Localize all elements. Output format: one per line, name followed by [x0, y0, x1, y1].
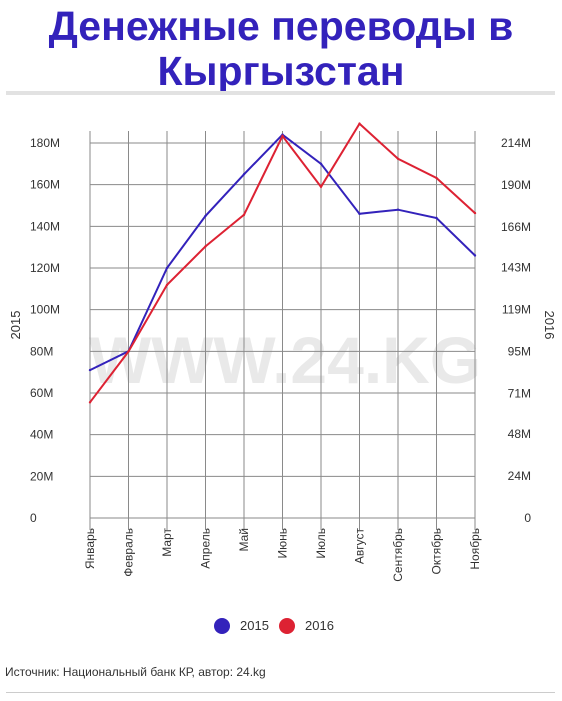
- y-left-tick-label: 180M: [30, 136, 60, 150]
- data-point-2016: [358, 122, 361, 125]
- x-tick-label: Июнь: [276, 528, 290, 559]
- y-right-tick-label: 143M: [501, 260, 531, 274]
- data-point-2016: [204, 245, 207, 248]
- y-right-tick-label: 0: [524, 511, 531, 525]
- data-point-2015: [242, 173, 246, 176]
- y-left-tick-label: 20M: [30, 469, 53, 483]
- chart-series: [88, 122, 477, 404]
- y-left-tick-label: 40M: [30, 428, 53, 442]
- data-point-2016: [242, 213, 246, 217]
- y-left-tick-label: 60M: [30, 386, 53, 400]
- watermark-text: WWW.24.KG: [89, 323, 481, 397]
- watermark: WWW.24.KG: [89, 323, 481, 397]
- data-point-2016: [435, 176, 438, 180]
- data-point-2016: [319, 185, 323, 189]
- line-chart: WWW.24.KG 0 20M 40M 60M 80M 100M 120M 140M 160M 1…: [8, 122, 557, 634]
- y-right-tick-label: 71M: [508, 387, 531, 401]
- y-left-tick-label: 160M: [30, 178, 60, 192]
- y-left-tick-label: 0: [30, 511, 37, 525]
- chart-title: Денежные переводы в Кыргызстан: [0, 4, 562, 94]
- data-point-2016: [88, 401, 92, 404]
- y-left-tick-label: 120M: [30, 261, 60, 275]
- data-point-2015: [165, 266, 169, 270]
- data-point-2016: [281, 134, 284, 138]
- chart-axes: 0 20M 40M 60M 80M 100M 120M 140M 160M 180M 0 24M 48M…: [8, 136, 557, 582]
- data-point-2016: [396, 157, 400, 160]
- chart-legend: 2015 2016: [214, 618, 334, 634]
- x-tick-label: Март: [160, 528, 174, 557]
- title-divider: [6, 91, 555, 95]
- source-caption: Источник: Национальный банк КР, автор: 2…: [5, 665, 266, 679]
- y-left-tick-label: 80M: [30, 344, 53, 358]
- x-tick-label: Сентябрь: [391, 528, 405, 582]
- chart-grid: [89, 131, 476, 530]
- data-point-2016: [165, 283, 169, 287]
- legend-label-2015: 2015: [240, 618, 269, 633]
- chart-title-line1: Денежные переводы в: [48, 3, 514, 49]
- data-point-2015: [473, 254, 477, 257]
- data-point-2016: [473, 211, 477, 215]
- x-tick-label: Май: [237, 528, 251, 552]
- footer-divider: [6, 692, 555, 693]
- y-right-tick-label: 166M: [501, 220, 531, 234]
- data-point-2015: [88, 368, 92, 372]
- data-point-2015: [204, 214, 207, 218]
- x-tick-label: Февраль: [122, 528, 136, 577]
- y-left-tick-label: 100M: [30, 303, 60, 317]
- y-right-axis-label: 2016: [542, 311, 557, 340]
- data-point-2016: [127, 350, 130, 353]
- legend-marker-2016: [279, 618, 295, 634]
- x-tick-label: Январь: [83, 528, 97, 569]
- data-point-2015: [435, 216, 438, 220]
- data-point-2015: [396, 208, 400, 211]
- x-tick-label: Ноябрь: [468, 528, 482, 570]
- y-left-axis-label: 2015: [8, 311, 23, 340]
- y-right-tick-label: 119M: [502, 302, 531, 316]
- y-right-tick-label: 48M: [508, 427, 531, 441]
- y-right-tick-label: 214M: [501, 136, 531, 150]
- y-right-tick-label: 190M: [501, 178, 531, 192]
- x-tick-label: Июль: [314, 528, 328, 559]
- legend-label-2016: 2016: [305, 618, 334, 633]
- data-point-2015: [358, 212, 361, 216]
- y-left-tick-label: 140M: [30, 219, 60, 233]
- x-tick-label: Октябрь: [430, 528, 444, 575]
- x-tick-label: Апрель: [199, 528, 213, 569]
- y-right-tick-label: 95M: [508, 345, 531, 359]
- legend-marker-2015: [214, 618, 230, 634]
- y-right-tick-label: 24M: [508, 469, 531, 483]
- chart-title-line2: Кыргызстан: [157, 48, 405, 94]
- x-tick-label: Август: [353, 528, 367, 565]
- data-point-2015: [319, 162, 323, 166]
